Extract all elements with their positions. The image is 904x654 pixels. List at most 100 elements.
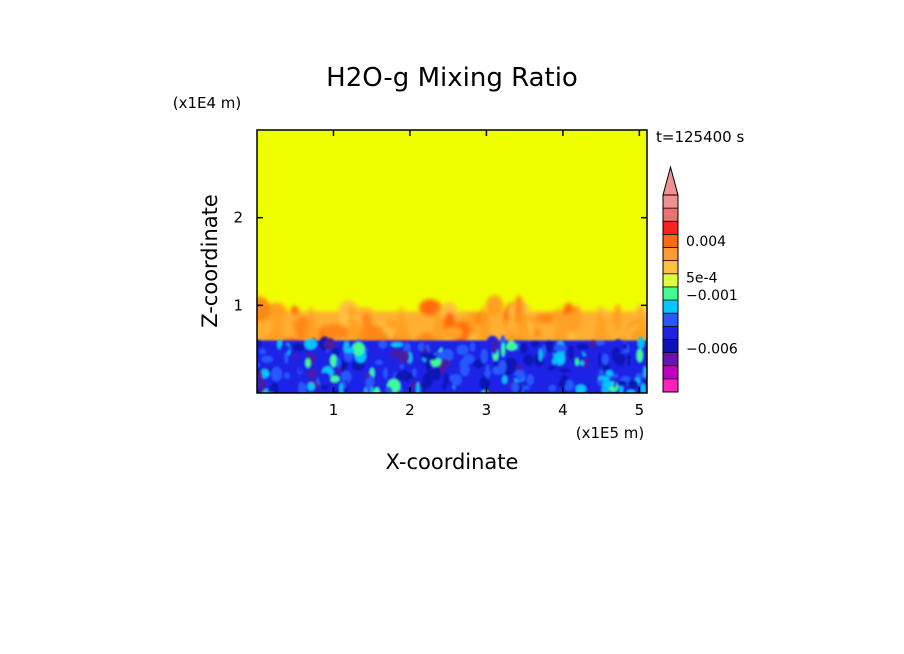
lower-layer-blob xyxy=(279,344,290,353)
lower-layer-blob xyxy=(456,344,469,355)
lower-layer-blob xyxy=(261,355,273,363)
lower-layer-blob xyxy=(293,342,305,352)
colorbar-segment xyxy=(663,221,678,235)
colorbar-segment xyxy=(663,352,678,366)
lower-layer-blob xyxy=(375,360,383,365)
lower-layer-blob xyxy=(459,358,468,370)
lower-layer-blob xyxy=(548,385,557,392)
lower-layer-blob xyxy=(546,347,553,352)
plume-blob xyxy=(583,322,592,343)
plume-stroke xyxy=(431,303,448,341)
lower-layer-blob xyxy=(568,344,574,360)
lower-layer-blob xyxy=(575,358,579,366)
lower-layer-blob xyxy=(470,342,476,352)
lower-layer-blob xyxy=(553,344,567,353)
lower-layer-blob xyxy=(617,380,628,387)
x-tick-label: 2 xyxy=(405,401,415,419)
lower-layer-blob xyxy=(351,360,365,371)
lower-layer-blob xyxy=(549,370,559,381)
plume-blob xyxy=(384,320,399,328)
lower-layer-blob xyxy=(284,372,290,379)
lower-layer-blob xyxy=(612,347,620,357)
lower-layer-blob xyxy=(398,379,408,388)
plume-stroke xyxy=(304,303,321,341)
lower-layer-blob xyxy=(485,364,490,380)
lower-layer-blob xyxy=(623,343,628,350)
heatmap-lower-layer xyxy=(257,335,647,393)
lower-layer-blob xyxy=(258,379,266,393)
plume-stroke xyxy=(593,303,610,341)
lower-layer-blob xyxy=(636,348,643,363)
colorbar: 0.004 5e-4−0.001 −0.006 xyxy=(662,165,738,393)
colorbar-segment xyxy=(663,313,678,327)
lower-layer-blob xyxy=(579,360,585,366)
plume-blob xyxy=(322,323,346,340)
plume-blob xyxy=(353,307,373,315)
lower-layer-blob xyxy=(298,361,302,373)
lower-layer-blob xyxy=(575,384,587,393)
lower-layer-blob xyxy=(385,386,393,393)
colorbar-label: −0.001 xyxy=(686,288,738,304)
lower-layer-blob xyxy=(259,348,267,355)
lower-layer-blob xyxy=(545,354,555,361)
lower-layer-blob xyxy=(451,374,462,386)
lower-layer-blob xyxy=(592,383,599,393)
colorbar-segment xyxy=(663,234,678,248)
plot-area xyxy=(257,130,647,393)
lower-layer-blob xyxy=(480,348,488,364)
lower-layer-blob xyxy=(547,365,556,371)
lower-layer-blob xyxy=(342,382,347,389)
lower-layer-blob xyxy=(443,373,449,386)
lower-layer-blob xyxy=(511,381,520,393)
lower-layer-blob xyxy=(343,347,356,353)
x-tick-label: 5 xyxy=(635,401,645,419)
colorbar-label: 5e-4 xyxy=(686,271,718,287)
lower-layer-blob xyxy=(439,359,451,368)
lower-layer-blob xyxy=(307,369,318,378)
lower-layer-blob xyxy=(397,350,410,364)
lower-layer-blob xyxy=(341,370,352,384)
lower-layer-blob xyxy=(271,366,282,382)
lower-layer-blob xyxy=(257,339,262,347)
plume-blob xyxy=(444,326,463,340)
lower-layer-blob xyxy=(538,348,543,362)
lower-layer-blob xyxy=(586,362,596,370)
lower-layer-blob xyxy=(318,372,331,386)
lower-layer-blob xyxy=(339,382,343,393)
lower-layer-blob xyxy=(390,342,403,347)
plot-frame xyxy=(256,129,648,394)
lower-layer-blob xyxy=(332,347,340,356)
plume-stroke xyxy=(633,303,647,341)
lower-layer-blob xyxy=(365,372,371,379)
lower-layer-blob xyxy=(602,380,613,389)
y-axis-ticks: 12 xyxy=(233,209,647,314)
lower-layer-blob xyxy=(589,339,597,349)
colorbar-segment xyxy=(663,286,678,301)
plume-stroke xyxy=(394,303,411,341)
lower-layer-blob xyxy=(507,340,515,350)
lower-layer-blob xyxy=(534,388,539,393)
plume-stroke xyxy=(270,303,287,341)
colorbar-label: 0.004 xyxy=(686,234,726,250)
lower-layer-blob xyxy=(416,382,420,393)
lower-layer-blob xyxy=(484,380,491,386)
x-unit-label: (x1E5 m) xyxy=(576,424,645,442)
lower-layer-blob xyxy=(298,381,304,393)
lower-layer-blob xyxy=(399,364,404,369)
lower-layer-blob xyxy=(352,342,365,356)
lower-layer-blob xyxy=(627,345,638,353)
lower-layer-blob xyxy=(628,379,639,390)
colorbar-segment xyxy=(663,300,678,314)
lower-layer-blob xyxy=(502,375,508,384)
plume-blob xyxy=(290,305,299,315)
lower-layer-blob xyxy=(523,354,534,366)
plume-stroke xyxy=(516,303,533,341)
lower-layer-blob xyxy=(635,373,644,379)
lower-layer-blob xyxy=(613,381,617,389)
lower-layer-blob xyxy=(605,370,613,377)
lower-layer-blob xyxy=(366,380,372,393)
colorbar-segment xyxy=(663,208,678,222)
lower-layer-blob xyxy=(614,354,626,366)
lower-layer-blob xyxy=(559,368,571,373)
x-tick-label: 1 xyxy=(329,401,339,419)
